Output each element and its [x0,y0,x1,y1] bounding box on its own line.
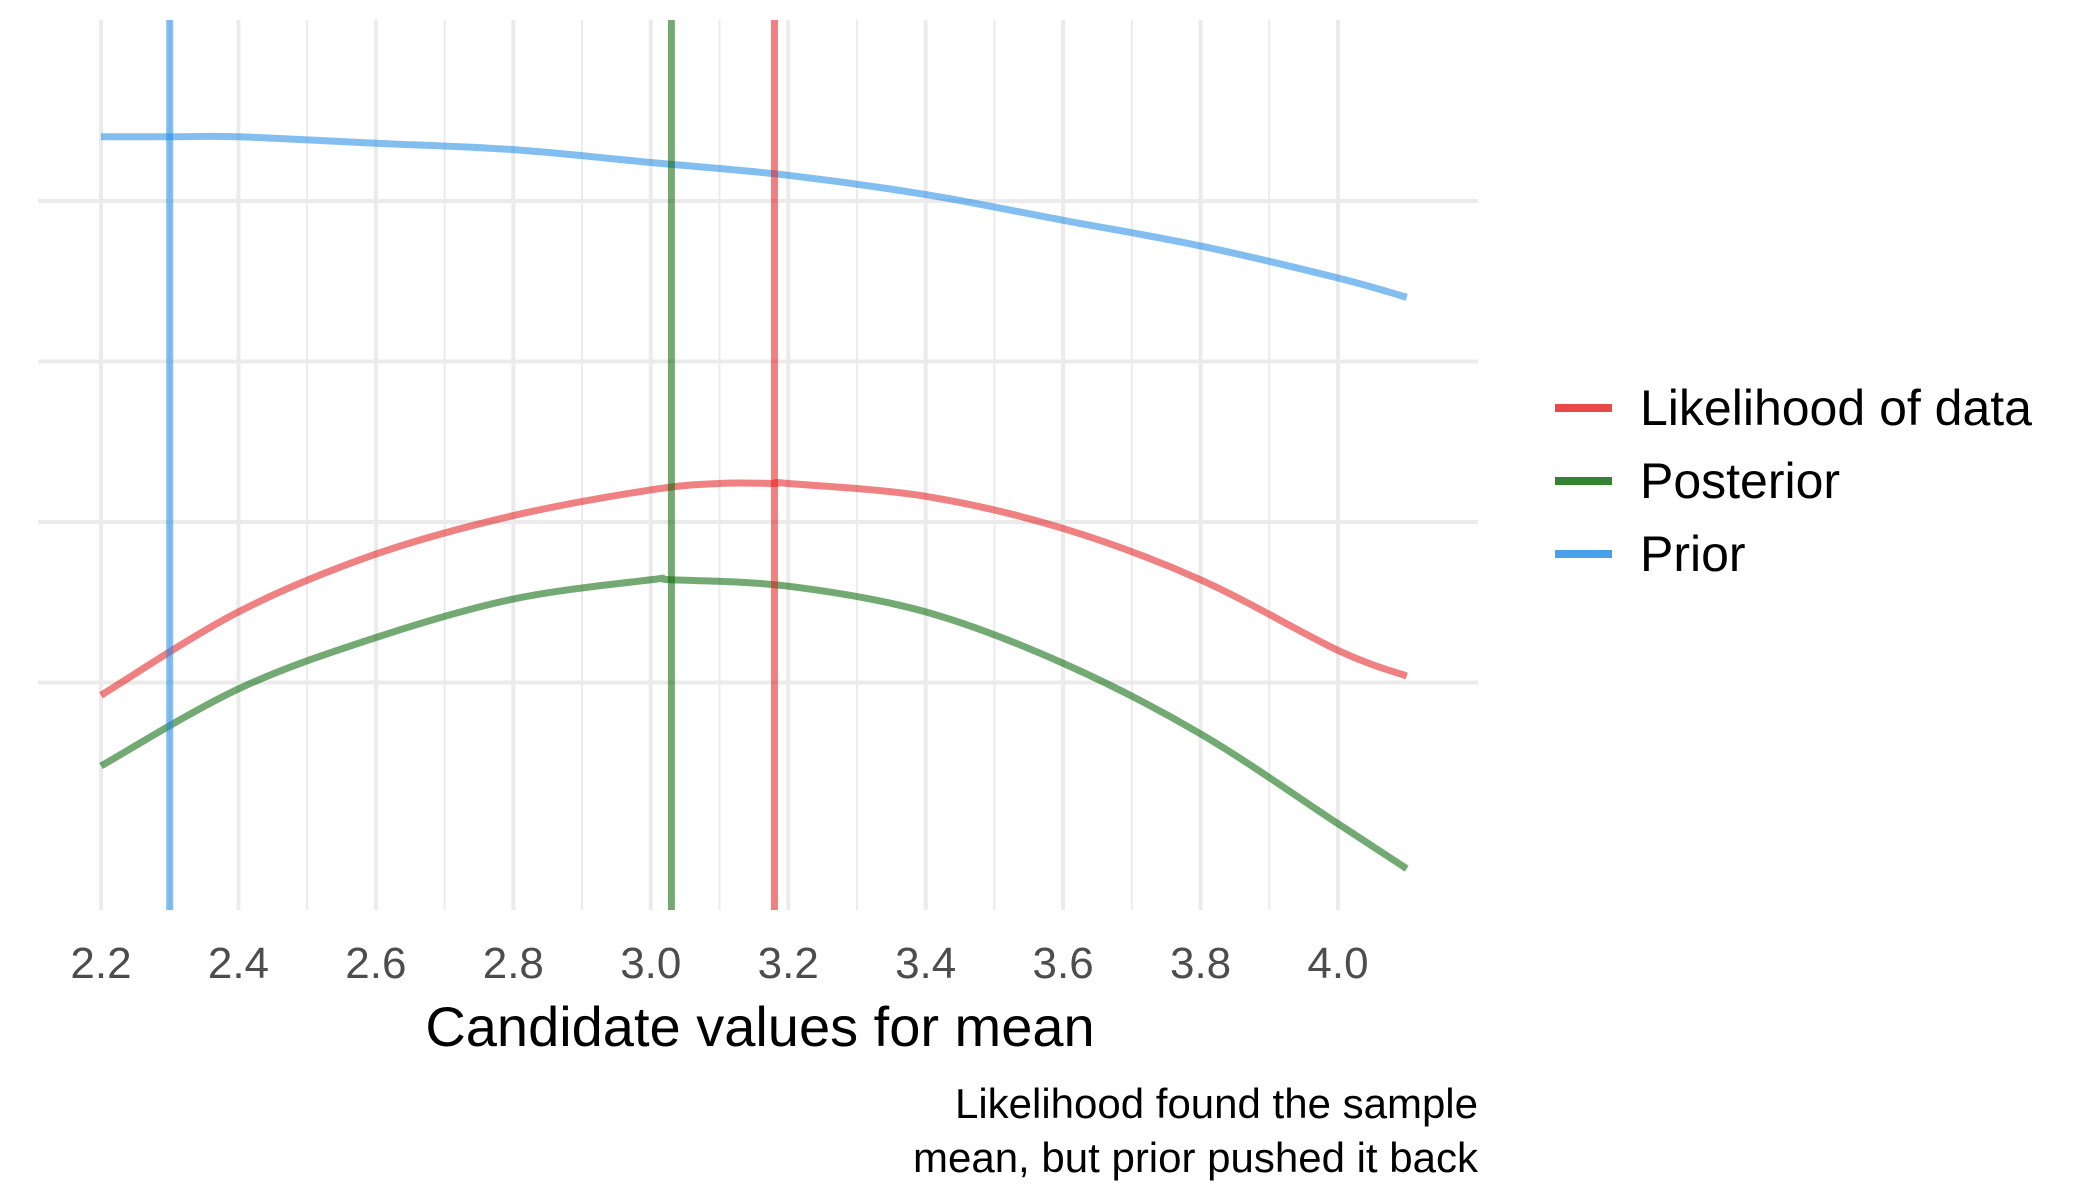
caption: Likelihood found the sample mean, but pri… [913,1080,1479,1181]
legend-label-prior: Prior [1640,526,1746,582]
x-axis-title: Candidate values for mean [425,995,1094,1058]
x-tick-label: 3.2 [758,939,819,988]
x-tick-label: 2.8 [483,939,544,988]
x-tick-label: 3.6 [1033,939,1094,988]
x-axis-ticks: 2.2 2.4 2.6 2.8 3.0 3.2 3.4 3.6 3.8 4.0 [70,939,1368,988]
series-line-posterior [99,574,1409,872]
series-lines [99,132,1409,872]
caption-line: Likelihood found the sample [955,1080,1478,1127]
x-tick-label: 4.0 [1307,939,1368,988]
legend-label-posterior: Posterior [1640,453,1840,509]
legend: Likelihood of data Posterior Prior [1555,380,2032,582]
x-tick-label: 2.6 [345,939,406,988]
x-tick-label: 3.4 [895,939,956,988]
legend-label-likelihood-of-data: Likelihood of data [1640,380,2032,436]
caption-line: mean, but prior pushed it back [913,1134,1479,1181]
x-tick-label: 2.4 [208,939,269,988]
x-tick-label: 2.2 [70,939,131,988]
mean-markers [166,20,778,910]
grid [38,20,1478,910]
x-tick-label: 3.0 [620,939,681,988]
x-tick-label: 3.8 [1170,939,1231,988]
series-line-prior [101,132,1408,301]
